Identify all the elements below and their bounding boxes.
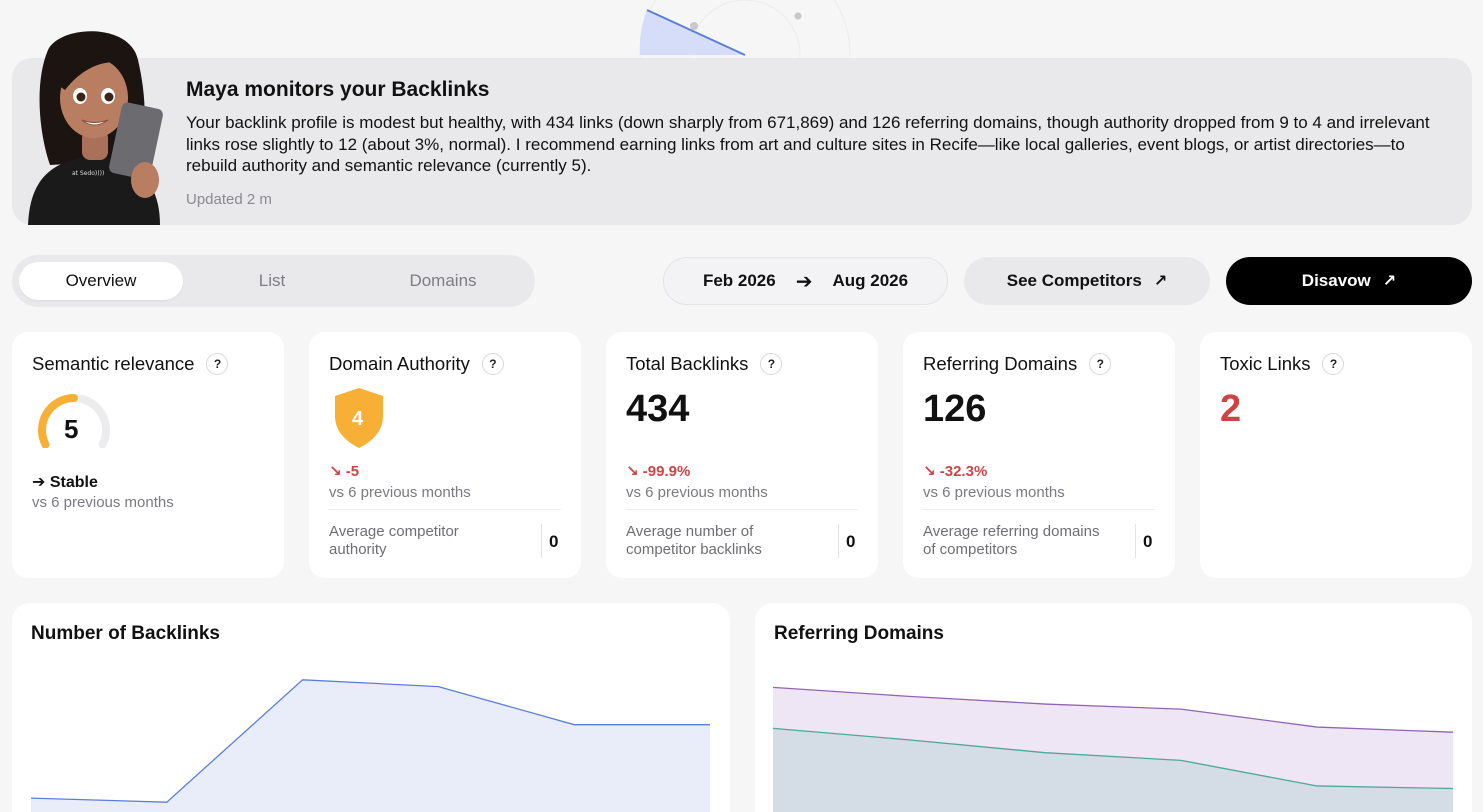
- backlinks-value: 434: [626, 388, 690, 430]
- chart-area-series-1: [773, 728, 1453, 812]
- chart-area-series-0: [31, 679, 710, 812]
- metric-title-text: Domain Authority: [329, 353, 470, 374]
- chart-title: Referring Domains: [774, 623, 944, 644]
- authority-sub: vs 6 previous months: [329, 484, 471, 501]
- help-icon[interactable]: ?: [760, 353, 783, 375]
- external-arrow-icon: ↗: [1153, 273, 1168, 290]
- authority-competitor-value: 0: [549, 532, 559, 551]
- metric-title: Toxic Links ?: [1220, 353, 1345, 375]
- disavow-button[interactable]: Disavow ↗: [1226, 257, 1472, 305]
- metric-title-text: Referring Domains: [923, 353, 1078, 374]
- metric-title-text: Toxic Links: [1220, 353, 1311, 374]
- divider: [838, 524, 839, 558]
- see-competitors-button[interactable]: See Competitors ↗: [964, 257, 1210, 305]
- maya-insight-card: [12, 58, 1472, 225]
- semantic-relevance-card: Semantic relevance ? 5 ➔ Stable vs 6 pre…: [12, 332, 284, 578]
- referring-domains-chart: [772, 686, 1454, 812]
- referring-domains-card: Referring Domains ? 126 ↘ -32.3% vs 6 pr…: [903, 332, 1175, 578]
- domains-competitor-value: 0: [1143, 532, 1153, 551]
- metric-title: Semantic relevance ?: [32, 353, 229, 375]
- chart-title: Number of Backlinks: [31, 623, 220, 644]
- domains-sub: vs 6 previous months: [923, 484, 1065, 501]
- backlinks-competitor-label: Average number of competitor backlinks: [626, 523, 762, 558]
- backlinks-delta-value: -99.9%: [642, 463, 691, 480]
- disavow-label: Disavow: [1301, 271, 1371, 290]
- metric-title: Domain Authority ?: [329, 353, 504, 375]
- authority-delta: ↘ -5: [329, 462, 359, 480]
- chart-line-series-0: [30, 679, 710, 803]
- date-range-end: Aug 2026: [832, 271, 909, 290]
- arrow-down-right-icon: ↘: [923, 463, 936, 480]
- backlinks-sub: vs 6 previous months: [626, 484, 768, 501]
- tab-overview[interactable]: Overview: [19, 262, 183, 300]
- see-competitors-label: See Competitors: [1006, 271, 1142, 290]
- authority-delta-value: -5: [345, 463, 360, 480]
- radar-decoration: [639, 0, 851, 70]
- external-arrow-icon: ↗: [1382, 273, 1397, 290]
- domain-authority-card: Domain Authority ? 4 ↘ -5 vs 6 previous …: [309, 332, 581, 578]
- semantic-trend: ➔ Stable: [32, 472, 98, 492]
- help-icon[interactable]: ?: [1322, 353, 1345, 375]
- divider: [541, 524, 542, 558]
- arrow-down-right-icon: ↘: [626, 463, 639, 480]
- metric-title-text: Semantic relevance: [32, 353, 195, 374]
- metric-title-text: Total Backlinks: [626, 353, 749, 374]
- domains-delta: ↘ -32.3%: [923, 462, 987, 480]
- chart-line-series-1: [772, 727, 1454, 790]
- referring-domains-chart-card: Referring Domains: [755, 603, 1472, 812]
- domains-competitor-label: Average referring domains of competitors: [923, 523, 1100, 558]
- authority-competitor-label: Average competitor authority: [329, 523, 459, 558]
- tab-list[interactable]: List: [258, 271, 286, 290]
- backlinks-delta: ↘ -99.9%: [626, 462, 690, 480]
- divider: [329, 509, 561, 510]
- help-icon[interactable]: ?: [206, 353, 229, 375]
- toxic-value: 2: [1220, 388, 1242, 430]
- backlinks-competitor-value: 0: [846, 532, 856, 551]
- view-tabs: Overview List Domains: [12, 255, 535, 307]
- domains-value: 126: [923, 388, 987, 430]
- chart-area-series-0: [773, 687, 1453, 812]
- maya-title: Maya monitors your Backlinks: [186, 78, 490, 101]
- arrow-right-icon: ➔: [795, 270, 813, 293]
- help-icon[interactable]: ?: [1089, 353, 1112, 375]
- help-icon[interactable]: ?: [481, 353, 504, 375]
- domains-delta-value: -32.3%: [939, 463, 988, 480]
- shirt-text: at Sedo)))): [72, 170, 104, 177]
- arrow-right-icon: ➔: [32, 474, 46, 491]
- semantic-gauge: [38, 394, 110, 448]
- toxic-links-card: Toxic Links ? 2: [1200, 332, 1472, 578]
- date-range-picker[interactable]: Feb 2026 ➔ Aug 2026: [663, 257, 948, 305]
- metric-title: Referring Domains ?: [923, 353, 1112, 375]
- authority-value: 4: [352, 408, 364, 430]
- divider: [923, 509, 1155, 510]
- maya-updated-time: Updated 2 m: [186, 191, 272, 208]
- chart-line-series-0: [772, 686, 1454, 733]
- backlinks-chart-card: Number of Backlinks: [12, 603, 730, 812]
- semantic-value: 5: [64, 414, 79, 444]
- arrow-down-right-icon: ↘: [329, 463, 342, 480]
- maya-avatar: at Sedo)))): [28, 31, 163, 225]
- tab-domains[interactable]: Domains: [409, 271, 477, 290]
- shield-icon: [335, 388, 383, 448]
- metric-title: Total Backlinks ?: [626, 353, 783, 375]
- semantic-sub: vs 6 previous months: [32, 494, 174, 511]
- date-range-start: Feb 2026: [702, 271, 776, 290]
- maya-message: Your backlink profile is modest but heal…: [186, 113, 1430, 175]
- semantic-trend-label: Stable: [49, 474, 98, 491]
- backlinks-chart: [30, 679, 710, 812]
- total-backlinks-card: Total Backlinks ? 434 ↘ -99.9% vs 6 prev…: [606, 332, 878, 578]
- divider: [1135, 524, 1136, 558]
- divider: [626, 509, 858, 510]
